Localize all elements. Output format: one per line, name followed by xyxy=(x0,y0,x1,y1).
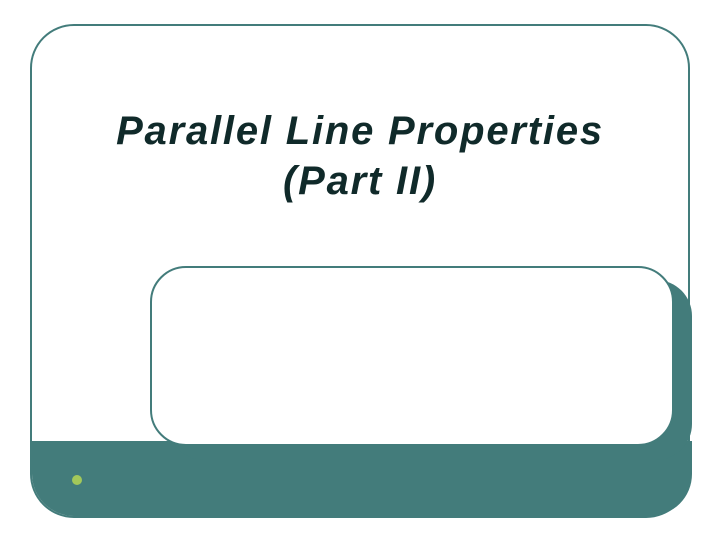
accent-dot xyxy=(72,475,82,485)
content-box xyxy=(150,266,674,446)
title-container: Parallel Line Properties (Part II) xyxy=(32,106,688,206)
title-line-2: (Part II) xyxy=(32,156,688,206)
slide-frame: Parallel Line Properties (Part II) xyxy=(30,24,690,518)
title-line-1: Parallel Line Properties xyxy=(32,106,688,156)
